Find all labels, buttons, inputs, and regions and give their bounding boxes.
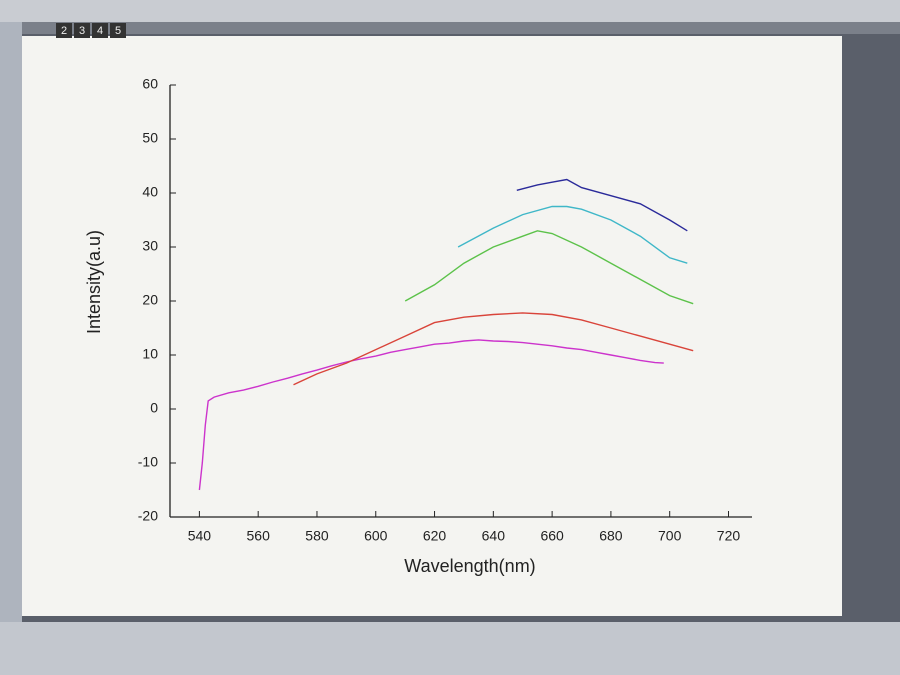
y-tick-label: -20 <box>138 508 158 524</box>
y-tick-label: 0 <box>150 400 158 416</box>
x-tick-label: 580 <box>305 528 329 544</box>
y-tick-label: 10 <box>142 346 158 362</box>
x-tick-label: 540 <box>188 528 212 544</box>
chart: Wavelength(nm) Intensity(a.u) -20 -10 0 10 2… <box>84 76 752 576</box>
y-tick-label: 50 <box>142 130 158 146</box>
x-tick-label: 600 <box>364 528 388 544</box>
y-axis-title: Intensity(a.u) <box>84 230 104 334</box>
side-panel <box>0 22 22 622</box>
bottom-toolbar <box>0 622 900 675</box>
y-tick-label: -10 <box>138 454 158 470</box>
data-line <box>457 205 688 264</box>
data-line <box>516 178 688 232</box>
y-tick-label: 20 <box>142 292 158 308</box>
y-tick-label: 60 <box>142 76 158 92</box>
x-tick-label: 680 <box>599 528 623 544</box>
layer-tab-label[interactable]: 4 <box>97 25 103 37</box>
layer-tab-label[interactable]: 5 <box>115 25 121 37</box>
layer-tab[interactable] <box>74 23 90 38</box>
layer-tab-label[interactable]: 2 <box>61 25 67 37</box>
x-tick-label: 660 <box>540 528 564 544</box>
y-tick-label: 30 <box>142 238 158 254</box>
data-line <box>198 339 664 491</box>
workspace-edge <box>0 22 900 34</box>
graph-page <box>22 36 842 616</box>
layer-tab[interactable] <box>110 23 126 38</box>
layer-tab[interactable] <box>56 23 72 38</box>
x-tick-label: 720 <box>717 528 741 544</box>
x-tick-label: 640 <box>482 528 506 544</box>
x-tick-label: 620 <box>423 528 447 544</box>
x-tick-label: 560 <box>247 528 271 544</box>
x-tick-label: 700 <box>658 528 682 544</box>
y-tick-label: 40 <box>142 184 158 200</box>
layer-tab-label[interactable]: 3 <box>79 25 85 37</box>
x-axis-title: Wavelength(nm) <box>404 556 535 576</box>
data-line <box>293 312 694 386</box>
layer-tab[interactable] <box>92 23 108 38</box>
toolbar <box>0 0 900 22</box>
data-line <box>404 230 694 305</box>
